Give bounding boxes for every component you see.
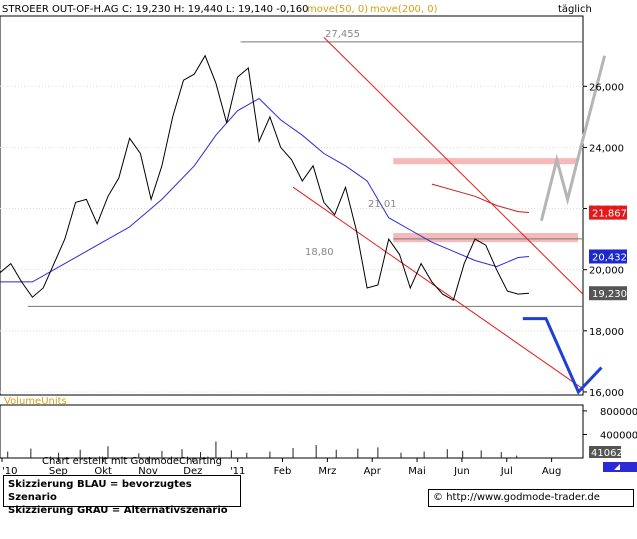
channel-line-upper xyxy=(323,37,584,295)
scenario-blue-path xyxy=(522,317,603,395)
y-tick-label: 26,000 xyxy=(589,82,624,93)
x-tick-label: Apr xyxy=(364,466,382,477)
price-badge: 21,867 xyxy=(589,205,627,220)
price-line xyxy=(0,54,530,302)
level-label-mid: 21,01 xyxy=(368,199,397,210)
legend-line-gray: Skizzierung GRAU = Alternativszenario xyxy=(8,505,228,516)
x-tick-label: Mai xyxy=(408,466,426,477)
level-label-low: 18,80 xyxy=(305,247,334,258)
price-badge-bg xyxy=(589,249,627,264)
x-tick-label: '10 xyxy=(2,466,17,477)
price-grid xyxy=(0,85,583,393)
y-tick-label: 18,000 xyxy=(589,327,624,338)
x-tick-label: Feb xyxy=(274,466,292,477)
price-badge-text: 19,230 xyxy=(592,289,627,300)
volume-tick-label: 400000 xyxy=(600,430,637,441)
quote-readout: C: 19,230 H: 19,440 L: 19,140 -0,160 xyxy=(122,4,308,15)
ma50-legend: move(50, 0) xyxy=(307,4,368,15)
volume-tick-label: 800000 xyxy=(600,407,637,418)
footer-link[interactable]: © http://www.godmode-trader.de xyxy=(428,489,634,507)
price-panel-frame xyxy=(0,15,584,396)
x-tick-label: Jun xyxy=(453,466,470,477)
interval-label: täglich xyxy=(558,4,592,15)
resistance-zones xyxy=(393,158,578,243)
price-badge: 20,432 xyxy=(589,249,627,264)
price-badge-text: 21,867 xyxy=(592,209,627,220)
volume-bars xyxy=(7,441,518,458)
price-badge-bg xyxy=(589,205,627,220)
volume-title: VolumeUnits xyxy=(4,396,67,407)
ma50-line xyxy=(0,97,530,283)
legend-line-blue: Skizzierung BLAU = bevorzugtes Szenario xyxy=(8,479,192,503)
trend-channel xyxy=(292,37,584,390)
price-badges: 21,867 20,432 19,230 xyxy=(589,205,627,301)
y-tick-label: 20,000 xyxy=(589,266,624,277)
copyright-icon: © xyxy=(433,492,443,503)
y-tick-label: 24,000 xyxy=(589,143,624,154)
volume-axis: 800000 400000 xyxy=(583,407,637,441)
x-tick-label: Aug xyxy=(542,466,562,477)
x-tick-label: Nov xyxy=(138,466,158,477)
x-tick-label: Dez xyxy=(183,466,202,477)
volume-badge-text: 41062 xyxy=(591,448,623,459)
ma200-legend: move(200, 0) xyxy=(370,4,438,15)
price-badge-text: 20,432 xyxy=(592,252,627,263)
y-tick-label: 16,000 xyxy=(589,388,624,399)
scenario-gray-path xyxy=(539,55,607,222)
x-tick-label: Jul xyxy=(500,466,513,477)
x-tick-label: Okt xyxy=(94,466,112,477)
price-badge-bg xyxy=(589,286,627,301)
resistance-zone xyxy=(393,233,578,243)
chart-title: STROEER OUT-OF-H.AG xyxy=(2,4,118,15)
x-tick-label: Mrz xyxy=(318,466,336,477)
scroll-arrow-icon[interactable] xyxy=(603,462,637,472)
ma200-line xyxy=(431,183,530,213)
level-label-high: 27,455 xyxy=(325,29,360,40)
scenario-legend: Skizzierung BLAU = bevorzugtes Szenario … xyxy=(3,475,241,516)
volume-badge: 41062 xyxy=(589,446,623,459)
channel-line-lower xyxy=(292,186,584,390)
price-badge: 19,230 xyxy=(589,286,627,301)
horizontal-levels xyxy=(27,41,583,307)
volume-panel-frame xyxy=(0,404,584,459)
resistance-zone xyxy=(393,158,578,165)
x-tick-label: '11 xyxy=(230,466,245,477)
time-axis: '10 Sep Okt Nov Dez '11 Feb Mrz Apr Mai Jun Jul Aug xyxy=(1,458,562,477)
x-tick-label: Sep xyxy=(49,466,68,477)
credit-text: Chart erstellt mit GodmodeCharting xyxy=(42,456,222,467)
footer-url: http://www.godmode-trader.de xyxy=(446,492,600,503)
